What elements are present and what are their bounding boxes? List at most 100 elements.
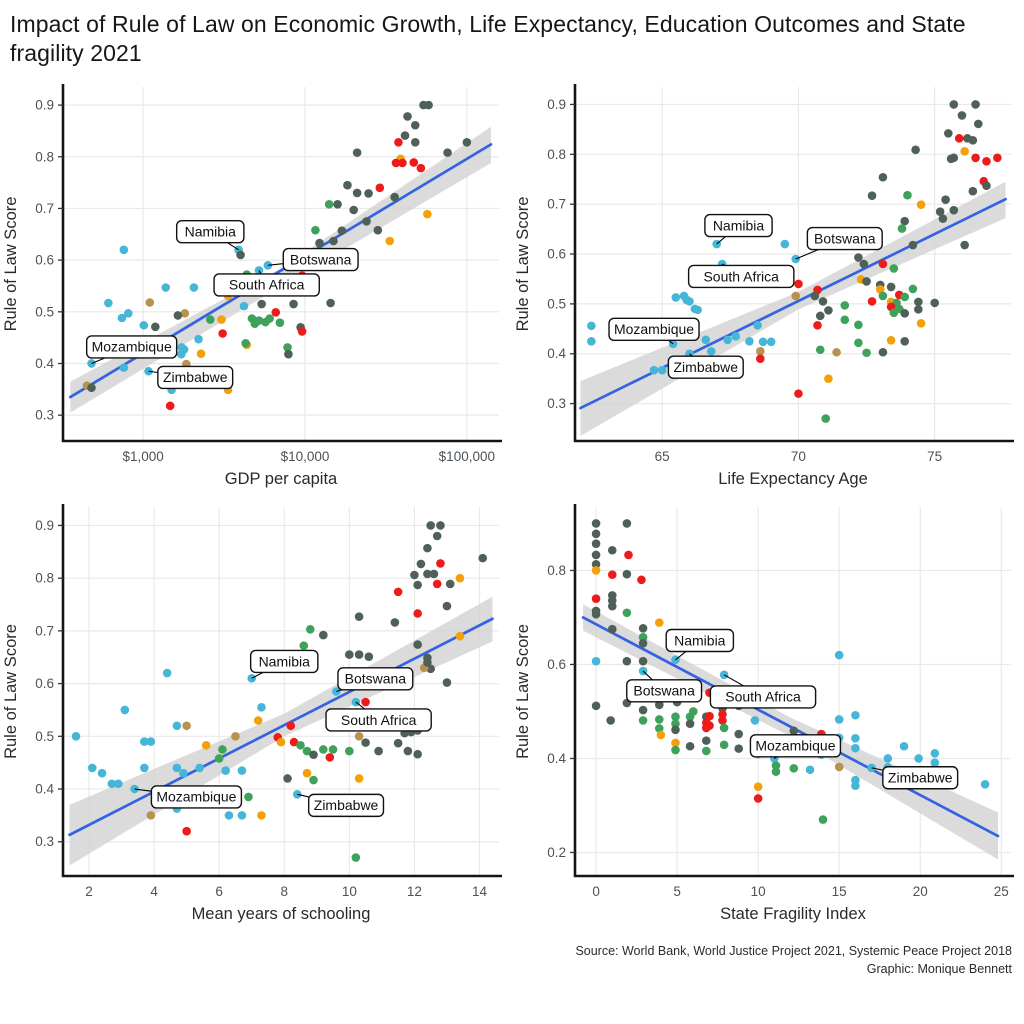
data-point <box>591 594 601 603</box>
data-point <box>607 601 617 611</box>
data-point <box>410 120 420 130</box>
data-point <box>982 156 991 166</box>
data-point <box>352 148 362 157</box>
data-point <box>374 746 383 756</box>
data-point <box>410 137 420 147</box>
panels-grid: 0.3 0.4 0.5 0.6 0.7 0.8 0.9 $1,000 $10,000 $100,0… <box>0 77 1024 932</box>
source-line: Source: World Bank, World Justice Projec… <box>575 943 1012 958</box>
y-tick-label: 0.2 <box>547 845 566 860</box>
data-point <box>361 697 370 707</box>
data-point <box>900 292 910 302</box>
data-point <box>701 335 711 344</box>
data-point <box>766 337 776 346</box>
data-point <box>237 810 247 820</box>
data-point <box>117 313 127 323</box>
data-point <box>416 559 426 569</box>
data-point <box>824 305 833 315</box>
data-point <box>771 761 781 770</box>
data-point <box>971 153 980 162</box>
data-point <box>423 209 432 219</box>
country-label-box-mozambique <box>608 317 700 341</box>
data-point <box>413 580 422 590</box>
y-axis-title: Rule of Law Score <box>2 624 20 759</box>
data-point <box>337 226 347 235</box>
data-point <box>424 100 433 110</box>
data-point <box>974 119 983 129</box>
y-tick-label: 0.9 <box>35 97 54 112</box>
data-point <box>289 737 299 747</box>
data-point <box>622 656 632 666</box>
data-point <box>87 383 96 392</box>
country-label-zimbabwe: Zimbabwe <box>163 369 228 385</box>
y-tick-label: 0.7 <box>35 201 54 216</box>
data-point <box>302 746 312 756</box>
data-point <box>305 624 315 634</box>
data-point <box>719 723 729 733</box>
x-tick-label: 70 <box>791 449 806 464</box>
data-point <box>400 131 410 140</box>
data-point <box>591 559 601 569</box>
x-tick-label: 8 <box>280 884 288 899</box>
x-tick-label: 2 <box>85 884 93 899</box>
data-point <box>318 745 328 754</box>
country-label-namibia: Namibia <box>185 223 237 239</box>
y-tick-label: 0.8 <box>35 571 54 586</box>
data-point <box>436 521 445 530</box>
y-tick-label: 0.5 <box>547 296 566 311</box>
data-point <box>638 705 648 715</box>
data-point <box>938 214 948 223</box>
data-point <box>107 779 117 788</box>
data-point <box>813 320 822 330</box>
x-tick-label: 65 <box>655 449 670 464</box>
data-point <box>654 715 664 724</box>
data-point <box>182 721 191 730</box>
data-point <box>361 738 370 747</box>
data-point <box>423 658 432 667</box>
data-point <box>119 363 129 372</box>
data-point <box>426 521 435 530</box>
x-tick-label: 20 <box>913 884 928 899</box>
data-point <box>140 763 149 773</box>
data-point <box>318 630 328 640</box>
data-point <box>478 553 488 563</box>
data-point <box>671 745 680 755</box>
data-point <box>867 191 877 200</box>
data-point <box>442 678 452 687</box>
data-point <box>176 349 186 359</box>
data-point <box>930 298 939 308</box>
data-point <box>756 346 765 356</box>
data-point <box>221 766 230 775</box>
country-label-box-south-africa <box>709 685 817 709</box>
trend-line <box>581 615 1000 838</box>
y-axis-title: Rule of Law Score <box>514 624 532 759</box>
data-point <box>257 810 266 820</box>
data-point <box>780 239 790 249</box>
data-point <box>638 632 648 642</box>
y-tick-label: 0.4 <box>547 346 566 361</box>
data-point <box>671 719 680 728</box>
data-point <box>297 327 307 336</box>
country-label-mozambique: Mozambique <box>156 789 236 805</box>
data-point <box>151 322 160 331</box>
data-point <box>818 296 828 306</box>
data-point <box>345 650 354 659</box>
data-point <box>354 774 364 783</box>
y-tick-label: 0.8 <box>547 147 566 162</box>
data-point <box>315 238 324 248</box>
data-point <box>217 315 226 324</box>
data-point <box>257 299 266 309</box>
data-point <box>455 573 465 583</box>
data-point <box>309 775 318 785</box>
data-point <box>271 307 281 317</box>
data-point <box>908 284 918 294</box>
country-label-box-namibia <box>175 219 245 244</box>
data-point <box>900 336 910 346</box>
data-point <box>241 338 250 348</box>
data-point <box>789 763 799 773</box>
data-point <box>657 365 667 375</box>
data-point <box>911 145 920 154</box>
data-point <box>442 601 452 611</box>
data-point <box>756 354 765 363</box>
data-point <box>139 320 149 330</box>
data-point <box>443 148 452 157</box>
